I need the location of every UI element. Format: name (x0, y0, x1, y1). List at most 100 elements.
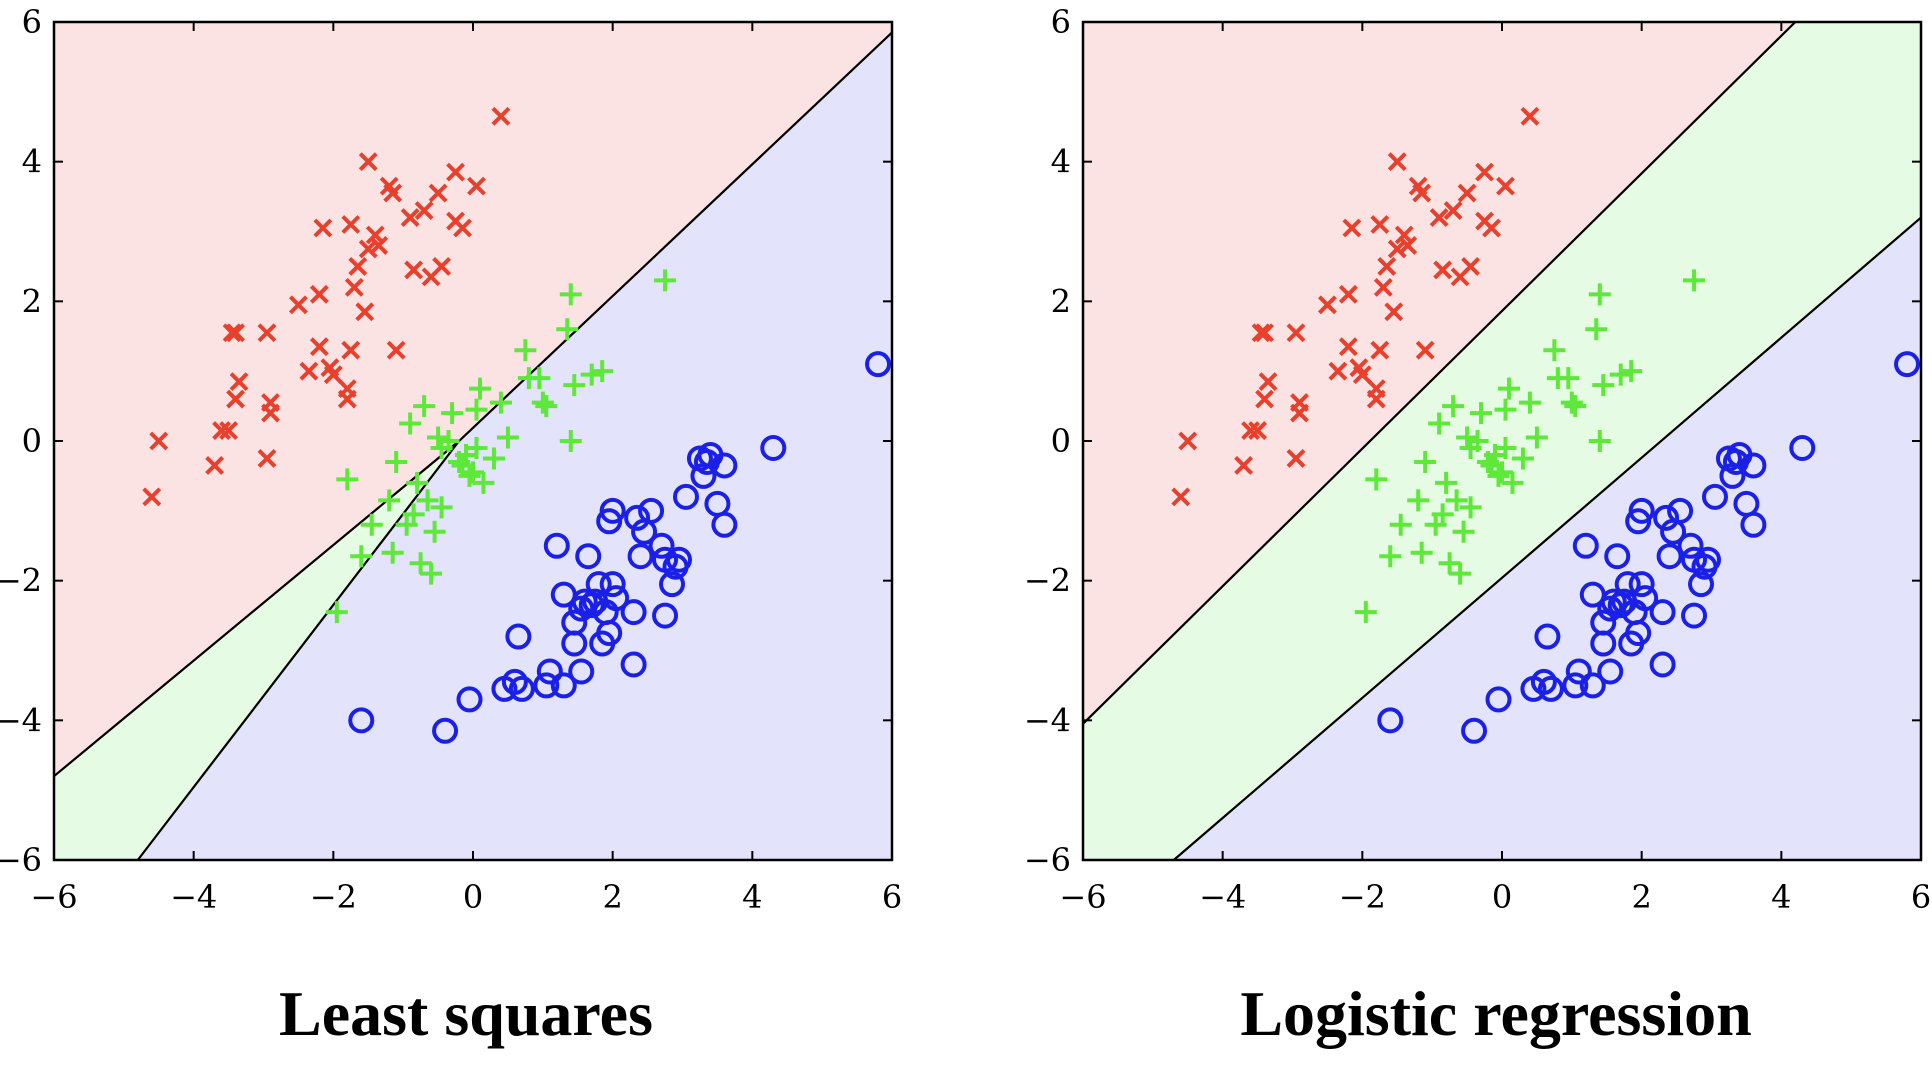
cross-marker (261, 393, 280, 413)
cross-marker (1178, 431, 1198, 451)
plus-marker (1487, 464, 1510, 487)
x-tick-label: 4 (1771, 878, 1791, 916)
cross-marker (1338, 284, 1358, 304)
data-points (1171, 106, 1921, 744)
plus-marker (1456, 426, 1479, 449)
x-tick-label: 2 (602, 878, 622, 916)
plus-marker (1365, 468, 1388, 491)
region-green (54, 441, 460, 860)
cross-marker (1318, 295, 1337, 315)
plus-marker (1466, 430, 1489, 452)
cross-marker (1461, 257, 1480, 276)
circle-marker (505, 623, 532, 650)
cross-marker (229, 372, 249, 392)
plus-marker (1428, 412, 1451, 435)
x-tick-label: −4 (170, 878, 217, 916)
circle-marker (1377, 707, 1404, 734)
circle-marker (648, 532, 675, 559)
circle-marker (1653, 504, 1680, 531)
circle-marker (561, 630, 588, 657)
plus-marker (1414, 450, 1437, 473)
x-tick-label: 6 (1911, 878, 1931, 916)
cross-marker (1370, 340, 1390, 360)
x-tick-label: −4 (1199, 878, 1246, 916)
cross-marker (149, 431, 169, 451)
y-ticks: −6 −4 −2 0 2 4 6 (1024, 3, 1921, 879)
panel-logistic-regression: −6 −4 −2 0 2 4 6 −6 −4 −2 0 2 4 6 Logistic regressio… (1024, 3, 1931, 1049)
circle-marker (568, 658, 595, 685)
plus-marker (1459, 496, 1482, 519)
cross-marker (1387, 152, 1407, 172)
circle-marker (627, 543, 654, 570)
cross-marker (453, 218, 472, 238)
y-tick-label: −6 (0, 841, 42, 879)
x-tick-label: −6 (30, 878, 77, 916)
plus-marker (1585, 318, 1608, 341)
circle-marker (596, 620, 623, 647)
plus-marker (462, 461, 484, 484)
y-tick-label: 6 (22, 3, 42, 41)
circle-marker (1681, 602, 1708, 629)
plus-marker (437, 430, 460, 452)
y-tick-label: 4 (22, 143, 42, 181)
cross-marker (309, 337, 329, 357)
region-blue (137, 32, 893, 861)
circle-marker (1740, 511, 1767, 538)
plus-marker (1497, 377, 1520, 400)
cross-marker (219, 421, 238, 440)
y-tick-label: 0 (1051, 422, 1071, 460)
x-tick-label: −6 (1059, 878, 1106, 916)
cross-marker (1328, 361, 1348, 381)
cross-marker (1415, 340, 1435, 360)
cross-marker (1255, 389, 1274, 409)
plus-marker (420, 562, 443, 585)
plus-marker (1354, 601, 1377, 624)
plus-marker (1609, 363, 1632, 386)
cross-marker (400, 208, 420, 227)
x-tick-label: 2 (1631, 878, 1651, 916)
circle-marker (672, 483, 699, 510)
plus-marker (1431, 503, 1454, 526)
plus-marker (1491, 461, 1513, 484)
cross-marker (369, 236, 389, 255)
plus-marker (1442, 395, 1465, 418)
cross-marker (1290, 393, 1309, 413)
x-tick-label: 0 (463, 878, 483, 916)
circle-marker (1667, 497, 1694, 524)
circle-marker (1894, 351, 1921, 378)
decision-boundary (136, 440, 460, 861)
circle-marker (1688, 571, 1715, 598)
plus-marker (427, 426, 450, 449)
circle-marker (1695, 546, 1722, 573)
plus-marker (458, 464, 481, 487)
plus-marker (472, 471, 495, 494)
plus-marker (1592, 374, 1615, 397)
x-ticks: −6 −4 −2 0 2 4 6 (30, 22, 902, 916)
y-tick-label: 4 (1051, 143, 1071, 181)
circle-marker (1677, 532, 1704, 559)
cross-marker (432, 257, 451, 276)
circle-marker (659, 571, 686, 598)
circle-marker (550, 672, 577, 699)
circle-marker (1740, 452, 1767, 479)
cross-marker (257, 323, 277, 343)
cross-marker (414, 201, 434, 220)
cross-marker (1342, 218, 1362, 238)
plus-marker (1379, 545, 1402, 568)
y-tick-label: −2 (1024, 562, 1071, 600)
circle-marker (652, 602, 679, 629)
circle-marker (1625, 620, 1652, 647)
circle-marker (666, 546, 693, 573)
cross-marker (1398, 236, 1418, 255)
cross-marker (355, 302, 375, 322)
circle-marker (432, 717, 459, 744)
circle-marker (620, 599, 647, 626)
y-tick-label: −6 (1024, 841, 1071, 879)
x-ticks: −6 −4 −2 0 2 4 6 (1059, 22, 1931, 916)
plus-marker (1564, 395, 1587, 418)
plus-marker (336, 468, 359, 491)
plus-marker (580, 363, 603, 386)
cross-marker (1384, 302, 1404, 322)
plus-marker (360, 513, 383, 536)
y-tick-label: −2 (0, 562, 42, 600)
